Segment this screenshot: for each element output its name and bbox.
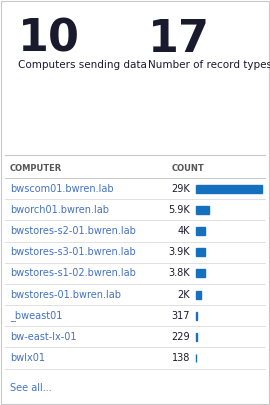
Text: bwstores-s2-01.bwren.lab: bwstores-s2-01.bwren.lab xyxy=(10,226,136,236)
Text: COMPUTER: COMPUTER xyxy=(10,164,62,173)
Text: bwstores-s1-02.bwren.lab: bwstores-s1-02.bwren.lab xyxy=(10,269,136,278)
Text: _bweast01: _bweast01 xyxy=(10,310,62,321)
Text: 10: 10 xyxy=(18,18,80,61)
Text: bwlx01: bwlx01 xyxy=(10,353,45,363)
Text: COUNT: COUNT xyxy=(172,164,205,173)
Bar xyxy=(196,227,205,235)
Bar xyxy=(196,290,201,298)
Text: 29K: 29K xyxy=(171,184,190,194)
Text: 229: 229 xyxy=(171,332,190,342)
Text: bworch01.bwren.lab: bworch01.bwren.lab xyxy=(10,205,109,215)
Text: 317: 317 xyxy=(171,311,190,321)
Text: See all...: See all... xyxy=(10,383,52,393)
Text: 2K: 2K xyxy=(177,290,190,300)
Text: bwstores-s3-01.bwren.lab: bwstores-s3-01.bwren.lab xyxy=(10,247,136,257)
Text: 3.8K: 3.8K xyxy=(168,269,190,278)
Bar xyxy=(196,185,262,193)
Text: 3.9K: 3.9K xyxy=(168,247,190,257)
Text: bwscom01.bwren.lab: bwscom01.bwren.lab xyxy=(10,184,114,194)
Bar xyxy=(196,269,205,277)
Bar xyxy=(196,248,205,256)
Text: bwstores-01.bwren.lab: bwstores-01.bwren.lab xyxy=(10,290,121,300)
Text: 17: 17 xyxy=(148,18,210,61)
Text: bw-east-lx-01: bw-east-lx-01 xyxy=(10,332,76,342)
Bar xyxy=(196,312,197,320)
Text: 138: 138 xyxy=(172,353,190,363)
Text: 4K: 4K xyxy=(177,226,190,236)
Text: Number of record types: Number of record types xyxy=(148,60,270,70)
Text: Computers sending data: Computers sending data xyxy=(18,60,147,70)
Bar xyxy=(196,206,210,214)
Bar xyxy=(196,333,197,341)
Text: 5.9K: 5.9K xyxy=(168,205,190,215)
